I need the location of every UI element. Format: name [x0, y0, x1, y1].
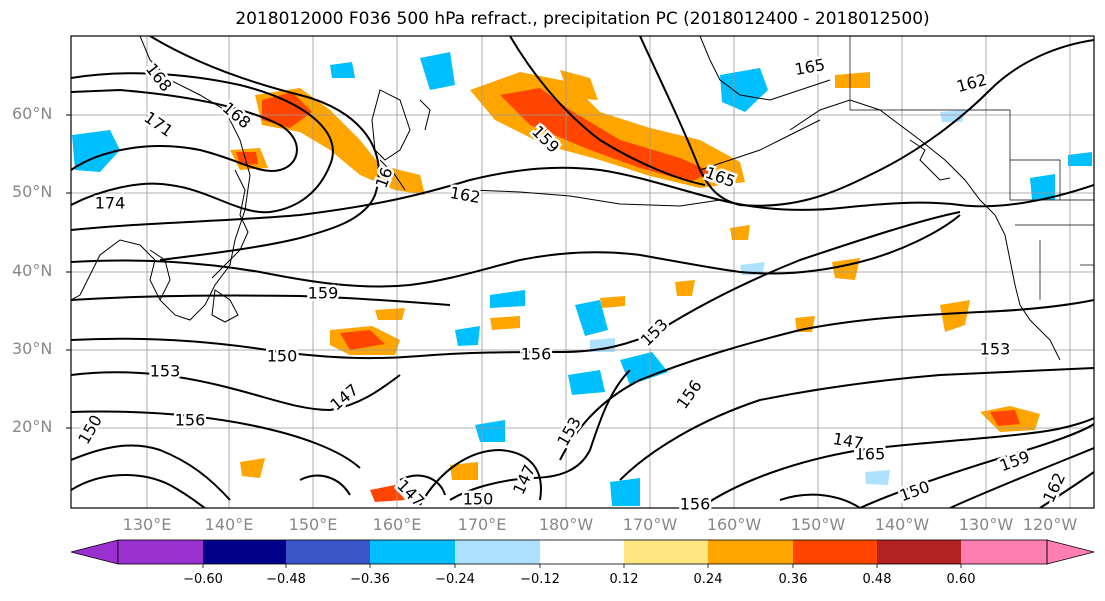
precip-negative-anomaly — [72, 52, 1092, 506]
colorbar-arrow-high — [1046, 539, 1095, 565]
colorbar-tick-label: 0.24 — [693, 572, 723, 587]
colorbar-tick-label: −0.48 — [266, 572, 306, 587]
lon-label: 170°W — [622, 515, 678, 534]
colorbar-tick-label: −0.12 — [520, 572, 560, 587]
lon-label: 150°E — [288, 515, 338, 534]
colorbar-arrow-low — [70, 539, 119, 565]
colorbar-tick-label: 0.36 — [778, 572, 808, 587]
colorbar-segment — [624, 540, 708, 564]
lat-label-20n: 20°N — [12, 417, 53, 436]
contour-label: 156 — [521, 345, 552, 364]
colorbar-segment — [877, 540, 961, 564]
contour-label-halo: 153 — [150, 362, 181, 381]
contour-label: 159 — [308, 284, 339, 303]
lon-label: 180°W — [538, 515, 594, 534]
colorbar-tick-label: 0.12 — [609, 572, 639, 587]
contour-label: 156 — [680, 495, 711, 514]
lat-label-50n: 50°N — [12, 182, 53, 201]
colorbar-segment — [961, 540, 1047, 564]
lon-label: 130°E — [122, 515, 172, 534]
lon-label: 150°W — [790, 515, 846, 534]
colorbar-segment — [370, 540, 455, 564]
contour-label-halo: 150 — [267, 347, 298, 366]
contour-label-halo: 153 — [980, 340, 1011, 359]
axis-ticks — [66, 114, 71, 429]
graticule — [71, 36, 1094, 508]
contour-label-halo: 165 — [855, 445, 886, 464]
lon-label: 140°E — [204, 515, 254, 534]
contour-label: 150 — [267, 347, 298, 366]
colorbar-tick-label: 0.48 — [862, 572, 892, 587]
lon-label: 160°W — [706, 515, 762, 534]
contour-label-halo: 156 — [521, 345, 552, 364]
lat-label-30n: 30°N — [12, 339, 53, 358]
colorbar-tick-label: 0.60 — [946, 572, 976, 587]
colorbar-segment — [708, 540, 793, 564]
refractivity-contours — [71, 36, 1094, 508]
colorbar — [70, 539, 1095, 568]
contour-label: 156 — [175, 411, 206, 430]
contour-label-halo: 159 — [308, 284, 339, 303]
contour-label: 150 — [463, 490, 494, 509]
lat-label-60n: 60°N — [12, 104, 53, 123]
colorbar-outline — [117, 539, 1048, 565]
colorbar-segment — [455, 540, 540, 564]
colorbar-segment — [540, 540, 624, 564]
contour-label: 174 — [95, 194, 126, 213]
lon-label: 140°W — [874, 515, 930, 534]
lon-label: 120°W — [1022, 515, 1078, 534]
colorbar-segment — [118, 540, 203, 564]
colorbar-tick-label: −0.60 — [183, 572, 223, 587]
lon-label: 170°E — [457, 515, 507, 534]
lon-label: 130°W — [958, 515, 1014, 534]
colorbar-segment — [203, 540, 286, 564]
colorbar-tick-label: −0.36 — [350, 572, 390, 587]
contour-label-halo: 174 — [95, 194, 126, 213]
contour-label-halo: 156 — [680, 495, 711, 514]
map-title: 2018012000 F036 500 hPa refract., precip… — [235, 9, 930, 29]
colorbar-segment — [286, 540, 370, 564]
colorbar-segment — [793, 540, 877, 564]
contour-label: 153 — [980, 340, 1011, 359]
colorbar-tick-label: −0.24 — [435, 572, 475, 587]
lon-label: 160°E — [372, 515, 422, 534]
contour-label-halo: 156 — [175, 411, 206, 430]
contour-label-halo: 150 — [463, 490, 494, 509]
contour-label: 165 — [855, 445, 886, 464]
lat-label-40n: 40°N — [12, 261, 53, 280]
contour-label: 153 — [150, 362, 181, 381]
